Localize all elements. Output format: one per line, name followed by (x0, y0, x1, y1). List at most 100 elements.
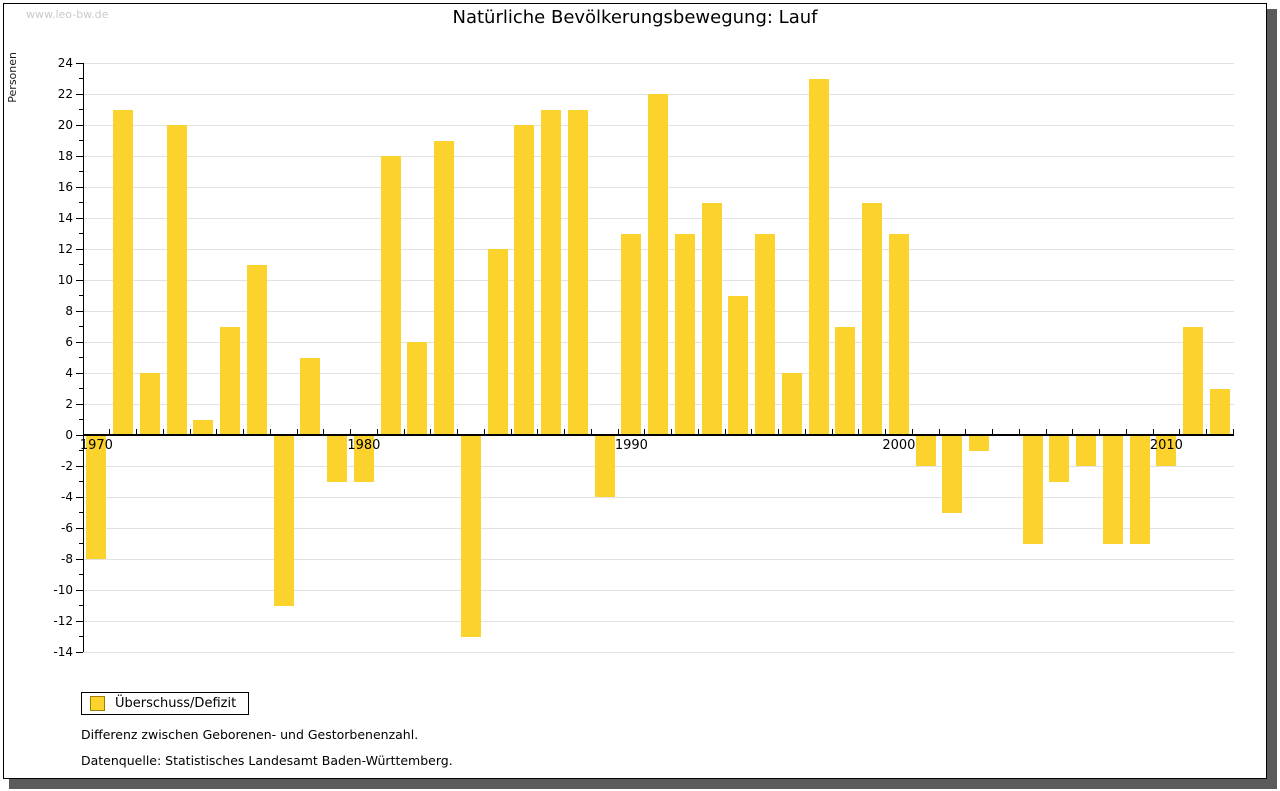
y-minortick-15 (79, 202, 83, 203)
bar-2011 (1183, 326, 1204, 435)
x-axis-zero-line (83, 434, 1234, 436)
x-tick-22 (671, 429, 672, 435)
bar-2008 (1102, 435, 1123, 544)
x-tick-18 (564, 429, 565, 435)
y-axis-label: Personen (6, 52, 19, 103)
y-tick-8 (76, 310, 83, 312)
x-tick-32 (938, 429, 940, 435)
gridline--6 (83, 527, 1234, 529)
y-axis-line (83, 63, 84, 652)
y-tick-label--10: -10 (53, 583, 73, 597)
bar-1984 (460, 435, 481, 637)
bar-1979 (327, 435, 348, 482)
bar-1983 (434, 140, 455, 435)
x-tick-37 (1072, 429, 1074, 435)
y-tick-label-4: 4 (65, 366, 73, 380)
y-tick-label-14: 14 (57, 211, 73, 225)
x-tick-3 (162, 429, 164, 435)
y-minortick-1 (79, 419, 83, 420)
bar-2006 (1049, 435, 1070, 482)
bar-1973 (166, 125, 187, 435)
bar-2007 (1076, 435, 1097, 466)
bar-1975 (220, 326, 241, 435)
x-tick-42 (1206, 429, 1207, 435)
x-tick-2 (136, 429, 137, 435)
bar-1996 (781, 373, 802, 435)
bar-1995 (755, 233, 776, 435)
y-tick--10 (76, 589, 83, 591)
x-tick-14 (457, 429, 458, 435)
y-tick-20 (76, 124, 83, 126)
x-tick-17 (537, 429, 539, 435)
legend-label: Überschuss/Defizit (115, 696, 237, 711)
bar-1972 (139, 373, 160, 435)
x-tick-15 (483, 429, 485, 435)
x-tick-29 (858, 429, 860, 435)
bar-1974 (193, 419, 214, 435)
x-tick-21 (644, 429, 646, 435)
y-minortick-3 (79, 388, 83, 389)
plot-area: -14 -12 -10 -8 -6 -4 -2 0 2 4 6 8 10 12 14 16 18 20 22 24 19… (53, 56, 1234, 659)
page-frame: www.leo-bw.de Natürliche Bevölkerungsbew… (3, 3, 1267, 779)
x-tick-33 (965, 429, 967, 435)
bar-2000 (888, 233, 909, 435)
y-minortick--9 (79, 574, 83, 575)
x-tick-35 (1018, 429, 1020, 435)
y-tick-label--4: -4 (61, 490, 73, 504)
y-tick-label-18: 18 (57, 149, 73, 163)
y-tick-label-10: 10 (57, 273, 73, 287)
bar-2010 (1156, 435, 1177, 466)
x-tick-34 (992, 429, 993, 435)
y-tick-10 (76, 279, 83, 281)
bar-1997 (808, 78, 829, 435)
y-minortick-9 (79, 295, 83, 296)
bar-1988 (567, 109, 588, 435)
bar-1999 (862, 202, 883, 435)
y-tick-16 (76, 186, 83, 188)
bar-1980 (353, 435, 374, 482)
x-tick-28 (831, 429, 833, 435)
x-tick-13 (430, 429, 432, 435)
bar-1998 (835, 326, 856, 435)
y-minortick-19 (79, 140, 83, 141)
x-tick-38 (1099, 429, 1100, 435)
bar-1994 (728, 295, 749, 435)
y-tick--4 (76, 496, 83, 498)
x-tick-9 (323, 429, 325, 435)
y-tick-label-22: 22 (57, 87, 73, 101)
x-tick-26 (778, 429, 779, 435)
gridline--10 (83, 589, 1234, 591)
x-tick-7 (269, 429, 271, 435)
bar-1993 (701, 202, 722, 435)
bar-1989 (594, 435, 615, 497)
x-tick-1 (109, 429, 111, 435)
y-tick-label--8: -8 (61, 552, 73, 566)
x-tick-30 (885, 429, 886, 435)
y-tick-label-0: 0 (65, 428, 73, 442)
y-tick--2 (76, 465, 83, 467)
x-tick-11 (376, 429, 378, 435)
x-tick-12 (403, 429, 405, 435)
x-tick-19 (590, 429, 592, 435)
x-tick-39 (1125, 429, 1127, 435)
y-tick-4 (76, 372, 83, 374)
x-tick-27 (804, 429, 806, 435)
y-tick-12 (76, 248, 83, 250)
bar-1992 (674, 233, 695, 435)
y-minortick--1 (79, 450, 83, 451)
bar-1982 (407, 342, 428, 435)
footnote-description: Differenz zwischen Geborenen- und Gestor… (81, 727, 419, 742)
y-tick-18 (76, 155, 83, 157)
bar-1985 (487, 249, 508, 435)
gridline--8 (83, 558, 1234, 560)
chart-title: Natürliche Bevölkerungsbewegung: Lauf (452, 7, 818, 28)
y-minortick-21 (79, 109, 83, 110)
y-minortick--13 (79, 636, 83, 637)
x-tick-16 (510, 429, 512, 435)
y-tick-22 (76, 93, 83, 95)
y-tick-2 (76, 403, 83, 405)
bar-1990 (621, 233, 642, 435)
gridline--4 (83, 496, 1234, 498)
y-minortick-5 (79, 357, 83, 358)
gridline-24 (83, 62, 1234, 64)
